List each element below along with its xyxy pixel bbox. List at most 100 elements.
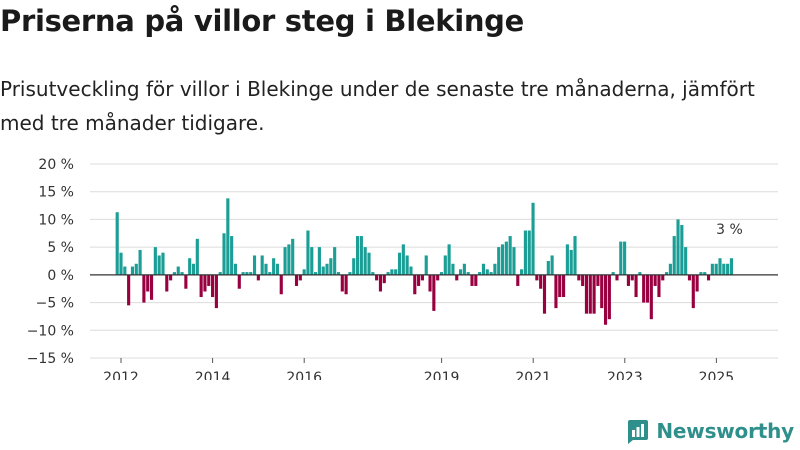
- bar: [508, 236, 512, 275]
- bar: [138, 249, 142, 275]
- bar: [252, 255, 257, 275]
- bar: [165, 274, 169, 292]
- bar: [603, 274, 608, 325]
- bar: [188, 258, 192, 275]
- newsworthy-icon: [628, 420, 649, 444]
- bar: [367, 252, 371, 275]
- bar: [329, 258, 333, 275]
- y-tick-label: −15 %: [27, 351, 74, 367]
- y-tick-label: −10 %: [27, 323, 74, 339]
- bar: [153, 247, 157, 275]
- bar: [691, 274, 695, 309]
- bar: [180, 272, 184, 275]
- x-axis: 2012 2014 2016 2019 2021 2023 2025: [103, 358, 734, 380]
- bar: [485, 269, 489, 275]
- y-tick-label: −5 %: [36, 296, 74, 312]
- bar: [455, 274, 459, 281]
- bar: [420, 274, 424, 281]
- bar-chart: 20 %15 %10 %5 %0 %−5 %−10 %−15 % 2012 201…: [27, 157, 778, 380]
- bar: [340, 274, 344, 292]
- bar: [428, 274, 432, 292]
- bar: [130, 266, 135, 275]
- bar: [665, 272, 669, 275]
- bar: [409, 266, 413, 275]
- bar: [371, 272, 375, 275]
- bar: [256, 274, 260, 281]
- bar: [207, 274, 211, 286]
- bar: [439, 272, 444, 275]
- newsworthy-logo[interactable]: Newsworthy: [624, 418, 794, 444]
- bar: [703, 272, 707, 275]
- bar: [275, 263, 279, 275]
- bar: [577, 274, 581, 281]
- bar: [474, 274, 478, 286]
- x-tick-label: 2016: [286, 370, 322, 380]
- bar: [260, 255, 264, 275]
- bar: [523, 230, 527, 275]
- bar: [302, 269, 306, 275]
- bar: [226, 198, 230, 275]
- bar: [214, 274, 218, 309]
- x-tick-label: 2021: [515, 370, 551, 380]
- bar: [607, 274, 611, 320]
- x-tick-label: 2014: [195, 370, 231, 380]
- bar: [146, 274, 150, 292]
- y-tick-label: 20 %: [38, 157, 74, 173]
- bar: [676, 219, 680, 275]
- bar: [222, 233, 226, 275]
- bar: [600, 274, 604, 309]
- bar: [672, 236, 676, 275]
- bar: [317, 247, 321, 275]
- bar: [699, 272, 703, 275]
- bar: [443, 255, 447, 275]
- bar: [623, 241, 627, 275]
- x-tick-label: 2023: [607, 370, 643, 380]
- bar: [619, 241, 623, 275]
- bar: [397, 252, 402, 275]
- bar: [233, 263, 238, 275]
- bar: [149, 274, 154, 300]
- bar: [279, 274, 283, 295]
- bar: [291, 238, 295, 275]
- bar: [722, 263, 726, 275]
- bar: [184, 274, 188, 289]
- bar: [218, 272, 222, 275]
- bar: [542, 274, 547, 314]
- bar: [588, 274, 592, 314]
- bar: [653, 274, 657, 286]
- bar: [584, 274, 589, 314]
- bar: [684, 247, 688, 275]
- bar: [710, 263, 714, 275]
- bar: [539, 274, 543, 289]
- bar: [668, 263, 672, 275]
- bar: [314, 272, 318, 275]
- bar: [191, 263, 196, 275]
- y-tick-label: 0 %: [47, 268, 74, 284]
- x-tick-label: 2019: [424, 370, 460, 380]
- y-tick-label: 5 %: [47, 240, 74, 256]
- bar: [230, 236, 234, 275]
- bar: [294, 274, 299, 286]
- brand-name: Newsworthy: [656, 419, 794, 443]
- bar: [462, 263, 466, 275]
- bar: [565, 244, 569, 275]
- bar: [687, 274, 692, 281]
- bar: [378, 274, 383, 292]
- x-tick-label: 2025: [699, 370, 735, 380]
- bar: [359, 236, 363, 275]
- bar: [546, 261, 550, 275]
- bar: [504, 241, 508, 275]
- bar: [478, 272, 482, 275]
- bar: [611, 272, 615, 275]
- bar: [550, 255, 554, 275]
- bar: [424, 255, 428, 275]
- bar: [581, 274, 585, 286]
- bar: [237, 274, 241, 289]
- bar: [413, 274, 417, 295]
- bar: [493, 263, 497, 275]
- bar: [157, 255, 161, 275]
- bar: [497, 247, 501, 275]
- bar: [375, 274, 379, 281]
- bar: [241, 272, 245, 275]
- bar: [363, 247, 367, 275]
